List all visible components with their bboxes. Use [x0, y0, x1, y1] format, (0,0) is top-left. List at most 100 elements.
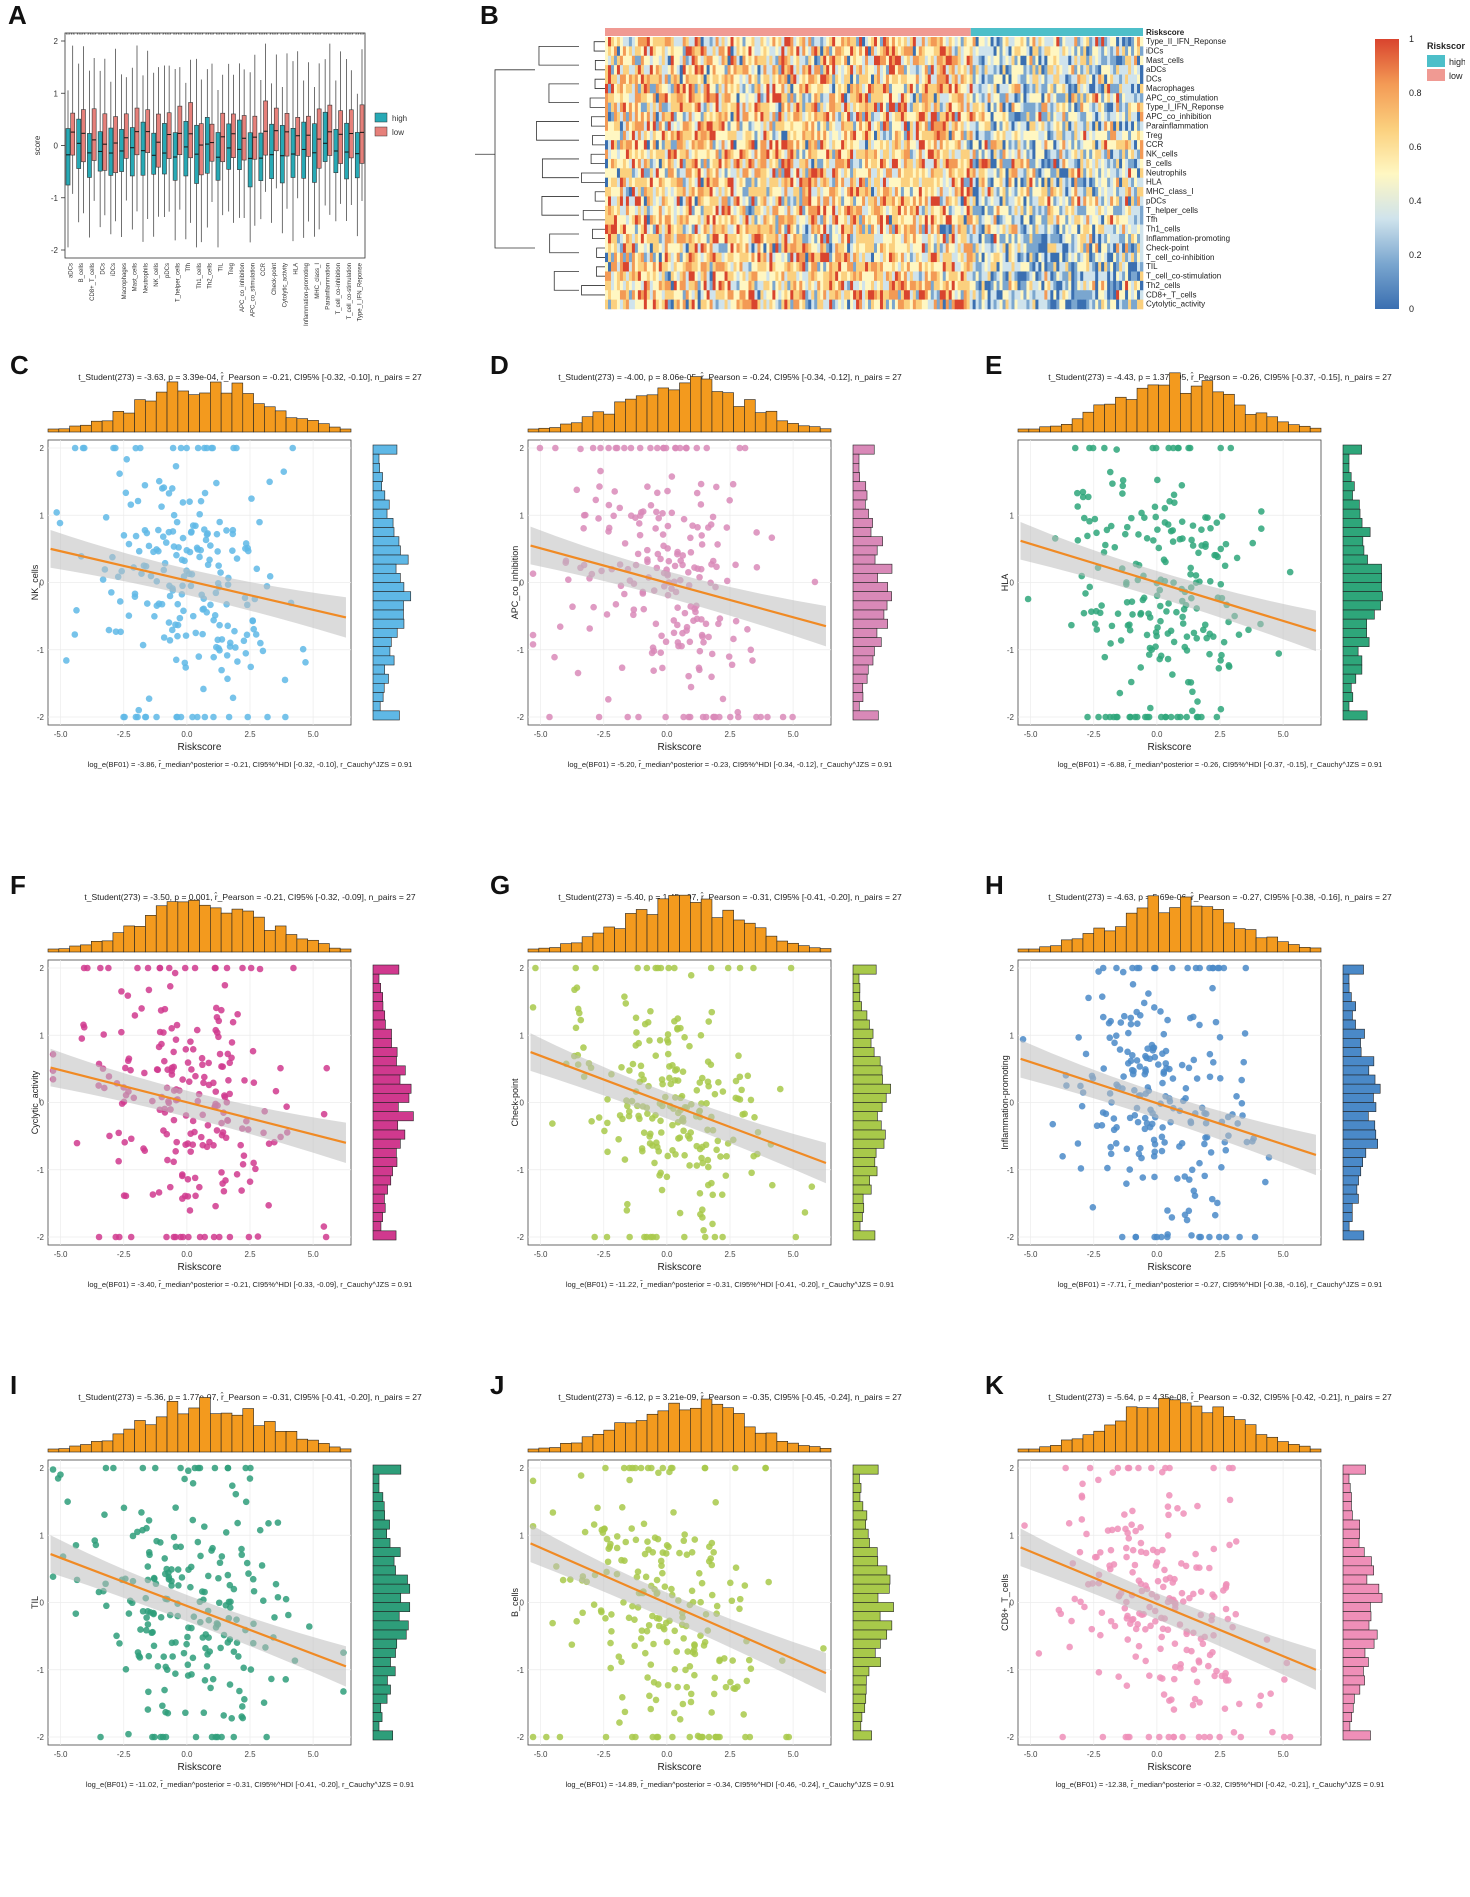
heatmap-cell: [772, 233, 776, 244]
heatmap-cell: [835, 205, 839, 216]
heatmap-cell: [1092, 55, 1096, 66]
heatmap-cell: [721, 187, 725, 197]
heatmap-cell: [1077, 271, 1081, 282]
heatmap-cell: [637, 55, 642, 66]
heatmap-cell: [661, 46, 666, 57]
heatmap-cell: [879, 177, 884, 188]
x-tick-label: pDCs: [165, 263, 171, 278]
heatmap-cell: [787, 196, 791, 207]
heatmap-cell: [766, 271, 770, 282]
heatmap-cell: [730, 83, 734, 94]
heatmap-cell: [727, 55, 731, 66]
heatmap-cell: [918, 121, 923, 132]
heatmap-cell: [957, 158, 961, 169]
heatmap-cell: [1134, 196, 1138, 207]
heatmap-cell: [1032, 243, 1036, 254]
heatmap-cell: [655, 74, 660, 85]
heatmap-cell: [1131, 112, 1135, 122]
heatmap-cell: [631, 112, 636, 122]
heatmap-cell: [700, 262, 704, 272]
heatmap-cell: [1026, 130, 1030, 141]
heatmap-cell: [1086, 271, 1090, 282]
heatmap-cell: [1107, 55, 1111, 66]
heatmap-cell: [850, 37, 854, 47]
heatmap-cell: [751, 149, 755, 160]
heatmap-cell: [954, 196, 958, 207]
heatmap-cell: [999, 215, 1003, 225]
heatmap-cell: [942, 224, 947, 235]
heatmap-cell: [739, 252, 743, 263]
heatmap-cell: [616, 158, 621, 169]
heatmap-cell: [915, 102, 920, 113]
heatmap-cell: [1068, 121, 1072, 132]
heatmap-cell: [829, 102, 833, 113]
heatmap-cell: [736, 55, 740, 66]
heatmap-cell: [1113, 187, 1117, 197]
heatmap-cell: [1035, 93, 1039, 103]
heatmap-cell: [847, 158, 851, 169]
heatmap-cell: [969, 233, 973, 244]
heatmap-cell: [838, 55, 842, 66]
heatmap-cell: [1029, 262, 1033, 272]
heatmap-cell: [730, 168, 734, 178]
heatmap-cell: [724, 112, 728, 122]
heatmap-cell: [936, 243, 941, 254]
heatmap-cell: [1065, 243, 1069, 254]
heatmap-cell: [1137, 158, 1141, 169]
heatmap-cell: [661, 140, 666, 150]
heatmap-cell: [1005, 262, 1009, 272]
heatmap-cell: [778, 233, 782, 244]
heatmap-cell: [733, 93, 737, 103]
heatmap-cell: [616, 215, 621, 225]
heatmap-cell: [706, 187, 710, 197]
heatmap-cell: [859, 149, 863, 160]
heatmap-cell: [727, 271, 731, 282]
heatmap-cell: [960, 37, 964, 47]
heatmap-cell: [1125, 130, 1129, 141]
heatmap-cell: [709, 262, 713, 272]
heatmap-cell: [1020, 224, 1024, 235]
heatmap-cell: [871, 233, 875, 244]
heatmap-cell: [715, 112, 719, 122]
heatmap-cell: [712, 140, 716, 150]
heatmap-cell: [724, 83, 728, 94]
heatmap-cell: [757, 112, 761, 122]
heatmap-cell: [742, 74, 746, 85]
heatmap-cell: [1101, 252, 1105, 263]
heatmap-cell: [1137, 215, 1141, 225]
heatmap-cell: [1047, 158, 1051, 169]
heatmap-cell: [787, 102, 791, 113]
heatmap-cell: [709, 224, 713, 235]
heatmap-cell: [610, 252, 615, 263]
heatmap-cell: [915, 55, 920, 66]
heatmap-cell: [1077, 149, 1081, 160]
heatmap-cell: [772, 55, 776, 66]
heatmap-cell: [1023, 271, 1027, 282]
heatmap-cell: [790, 252, 794, 263]
heatmap-cell: [694, 205, 698, 216]
heatmap-cell: [1101, 177, 1105, 188]
heatmap-cell: [868, 121, 872, 132]
heatmap-cell: [927, 196, 932, 207]
heatmap-cell: [1074, 215, 1078, 225]
heatmap-cell: [975, 262, 979, 272]
heatmap-cell: [865, 55, 869, 66]
heatmap-cell: [1056, 140, 1060, 150]
heatmap-cell: [865, 37, 869, 47]
heatmap-cell: [912, 121, 917, 132]
heatmap-cell: [808, 74, 812, 85]
heatmap-cell: [990, 187, 994, 197]
heatmap-cell: [733, 158, 737, 169]
heatmap-cell: [868, 233, 872, 244]
heatmap-cell: [1089, 65, 1093, 75]
heatmap-cell: [1050, 233, 1054, 244]
heatmap-cell: [616, 93, 621, 103]
heatmap-cell: [694, 252, 698, 263]
heatmap-cell: [718, 65, 722, 75]
heatmap-cell: [1041, 168, 1045, 178]
heatmap-cell: [727, 130, 731, 141]
heatmap-cell: [793, 271, 797, 282]
heatmap-cell: [691, 121, 695, 132]
heatmap-cell: [918, 140, 923, 150]
box-low: [327, 104, 333, 156]
